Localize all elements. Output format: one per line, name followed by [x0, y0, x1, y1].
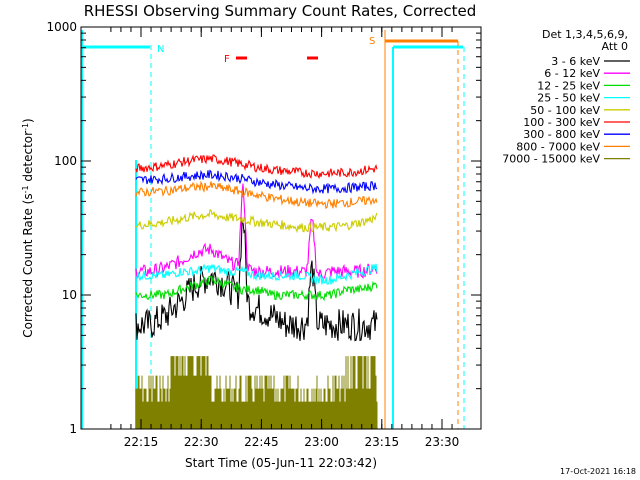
x-tick-label: 23:00 — [304, 435, 339, 449]
legend-entry-label: 25 - 50 keV — [537, 92, 600, 105]
legend-entry-label: 3 - 6 keV — [551, 55, 600, 68]
x-tick-label: 22:45 — [244, 435, 279, 449]
legend-entry-label: 6 - 12 keV — [544, 67, 600, 80]
series-line-1 — [135, 183, 378, 280]
x-axis: 22:15 22:30 22:45 23:00 23:15 23:30 — [110, 27, 460, 449]
annotation-s: S — [369, 36, 375, 47]
y-tick-label: 10 — [62, 288, 77, 302]
chart-title: RHESSI Observing Summary Count Rates, Co… — [84, 2, 477, 20]
x-tick-label: 22:15 — [124, 435, 159, 449]
legend-entry-label: 300 - 800 keV — [523, 128, 600, 141]
y-axis: 1 10 100 1000 — [46, 20, 481, 436]
legend-title-line-2: Att 0 — [602, 40, 628, 53]
x-tick-label: 23:15 — [365, 435, 400, 449]
legend-entry-label: 800 - 7000 keV — [516, 140, 600, 153]
series-line-7 — [135, 180, 378, 210]
x-tick-label: 22:30 — [184, 435, 219, 449]
x-axis-label: Start Time (05-Jun-11 22:03:42) — [185, 456, 377, 470]
y-tick-label: 100 — [54, 154, 77, 168]
annotation-n: N — [157, 44, 164, 55]
x-tick-label: 23:30 — [425, 435, 460, 449]
series-7000-15000-kev — [135, 356, 378, 429]
legend-entry-label: 12 - 25 keV — [537, 79, 600, 92]
legend-entry-label: 50 - 100 keV — [530, 104, 600, 117]
y-tick-label: 1000 — [46, 20, 77, 34]
series-line-5 — [135, 154, 378, 180]
y-axis-label: Corrected Count Rate (s-1 detector-1) — [21, 118, 35, 337]
y-tick-label: 1 — [69, 422, 77, 436]
series-line-0 — [135, 218, 378, 342]
plot-marks: N F S — [81, 30, 465, 429]
series-line-6 — [135, 169, 378, 195]
footer-date: 17-Oct-2021 16:18 — [560, 467, 636, 476]
legend-entry-label: 7000 - 15000 keV — [502, 153, 600, 166]
series-line-4 — [135, 208, 378, 234]
annotation-f: F — [224, 54, 230, 65]
legend-entry-label: 100 - 300 keV — [523, 116, 600, 129]
series-line-3 — [135, 263, 378, 285]
legend-title-line-1: Det 1,3,4,5,6,9, — [542, 28, 628, 41]
series-line-2 — [135, 275, 378, 302]
